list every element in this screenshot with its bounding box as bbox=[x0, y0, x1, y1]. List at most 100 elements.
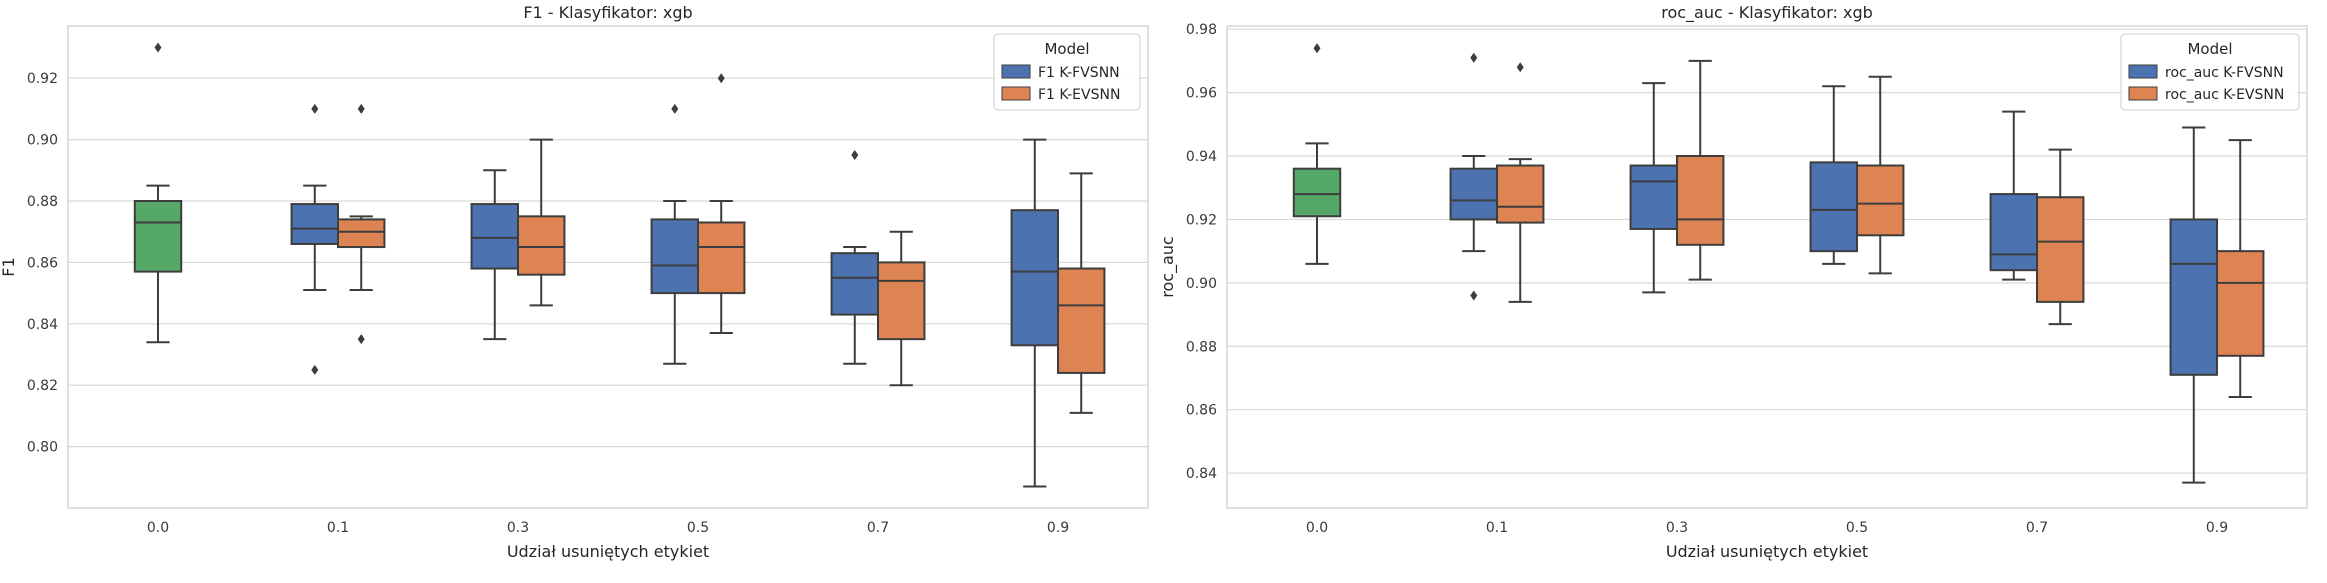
box-group bbox=[697, 73, 746, 335]
outlier-point bbox=[154, 42, 162, 53]
plot-area bbox=[67, 25, 1149, 509]
outlier-point bbox=[1470, 290, 1478, 301]
box-group bbox=[1292, 43, 1342, 265]
chart-panel-2: 0.84 0.86 0.88 0.90 0.92 0.94 0.96 0.98 0.0 0.1 0.… bbox=[1158, 3, 2308, 561]
outlier-point bbox=[851, 149, 859, 160]
x-tick-label: 0.3 bbox=[507, 520, 529, 536]
box-body bbox=[1629, 164, 1679, 230]
x-tick-label: 0.0 bbox=[1306, 520, 1328, 536]
box-group bbox=[2216, 139, 2265, 399]
box-group bbox=[2036, 148, 2085, 326]
outlier-point bbox=[311, 364, 319, 375]
legend-label: roc_auc K-FVSNN bbox=[2165, 65, 2284, 81]
legend-swatch bbox=[2128, 64, 2158, 79]
box-group bbox=[830, 149, 879, 365]
outlier-point bbox=[311, 103, 319, 114]
legend-label: F1 K-FVSNN bbox=[1038, 65, 1120, 81]
box-body bbox=[1989, 193, 2039, 272]
y-tick-label: 0.92 bbox=[27, 71, 58, 87]
box-group bbox=[650, 103, 699, 365]
x-tick-label: 0.9 bbox=[1047, 520, 1069, 536]
legend-frame bbox=[2120, 33, 2300, 111]
y-axis-label: roc_auc bbox=[1158, 236, 1178, 298]
outlier-point bbox=[1516, 62, 1524, 73]
x-tick-label: 0.1 bbox=[1486, 520, 1508, 536]
y-tick-label: 0.80 bbox=[27, 440, 58, 456]
legend-label: F1 K-EVSNN bbox=[1038, 87, 1120, 103]
x-tick-label: 0.1 bbox=[327, 520, 349, 536]
box-group bbox=[133, 42, 183, 344]
x-axis-label: Udział usuniętych etykiet bbox=[1666, 542, 1868, 561]
box-body bbox=[470, 203, 519, 270]
chart-panel-1: 0.80 0.82 0.84 0.86 0.88 0.90 0.92 0.0 0.1 0.3 0.5… bbox=[0, 3, 1149, 561]
box-group bbox=[1010, 138, 1059, 488]
box-body bbox=[1010, 209, 1059, 347]
y-tick-label: 0.96 bbox=[1186, 86, 1217, 102]
outlier-point bbox=[357, 334, 365, 345]
box-group bbox=[337, 103, 386, 345]
box-body bbox=[1449, 167, 1499, 221]
box-body bbox=[517, 215, 566, 276]
y-tick-label: 0.94 bbox=[1186, 149, 1217, 165]
box-group bbox=[1989, 110, 2039, 281]
legend-title: Model bbox=[1044, 40, 1089, 58]
legend-swatch bbox=[2128, 86, 2158, 101]
box-body bbox=[830, 252, 879, 316]
box-group bbox=[1676, 59, 1725, 281]
x-tick-label: 0.9 bbox=[2206, 520, 2228, 536]
box-group bbox=[1449, 52, 1499, 301]
y-axis-label: F1 bbox=[0, 257, 18, 276]
x-tick-label: 0.7 bbox=[2026, 520, 2048, 536]
box-body bbox=[1809, 161, 1859, 253]
x-tick-label: 0.5 bbox=[1846, 520, 1868, 536]
box-group bbox=[1809, 85, 1859, 265]
chart-title: F1 - Klasyfikator: xgb bbox=[523, 3, 692, 22]
box-group bbox=[290, 103, 339, 375]
outlier-point bbox=[1470, 52, 1478, 63]
box-body bbox=[1856, 164, 1905, 237]
box-body bbox=[2216, 250, 2265, 357]
box-group bbox=[1057, 172, 1106, 414]
outlier-point bbox=[717, 73, 725, 84]
y-tick-label: 0.86 bbox=[1186, 403, 1217, 419]
legend: Model roc_auc K-FVSNN roc_auc K-EVSNN bbox=[2120, 33, 2300, 111]
box-body bbox=[337, 218, 386, 249]
y-tick-label: 0.90 bbox=[27, 133, 58, 149]
box-body bbox=[1057, 267, 1106, 374]
box-body bbox=[877, 261, 926, 341]
legend-swatch bbox=[1001, 64, 1031, 79]
box-group bbox=[1496, 62, 1545, 303]
outlier-point bbox=[671, 103, 679, 114]
x-axis-label: Udział usuniętych etykiet bbox=[507, 542, 709, 561]
box-body bbox=[2169, 218, 2219, 376]
outlier-point bbox=[1313, 43, 1321, 54]
box-body bbox=[1496, 164, 1545, 224]
x-tick-label: 0.3 bbox=[1666, 520, 1688, 536]
box-body bbox=[1292, 167, 1342, 218]
y-tick-label: 0.92 bbox=[1186, 212, 1217, 228]
box-body bbox=[1676, 155, 1725, 246]
y-tick-label: 0.84 bbox=[1186, 466, 1217, 482]
box-body bbox=[650, 218, 699, 295]
box-body bbox=[133, 199, 183, 273]
box-group bbox=[470, 169, 519, 341]
x-tick-label: 0.7 bbox=[867, 520, 889, 536]
x-tick-label: 0.5 bbox=[687, 520, 709, 536]
box-group bbox=[877, 230, 926, 387]
box-body bbox=[697, 221, 746, 295]
x-tick-label: 0.0 bbox=[147, 520, 169, 536]
box-body bbox=[290, 203, 339, 245]
y-tick-label: 0.90 bbox=[1186, 276, 1217, 292]
legend: Model F1 K-FVSNN F1 K-EVSNN bbox=[993, 33, 1141, 111]
y-tick-label: 0.84 bbox=[27, 317, 58, 333]
box-group bbox=[1856, 75, 1905, 275]
legend-label: roc_auc K-EVSNN bbox=[2165, 87, 2284, 103]
y-tick-label: 0.88 bbox=[27, 194, 58, 210]
outlier-point bbox=[357, 103, 365, 114]
y-tick-label: 0.82 bbox=[27, 378, 58, 394]
box-body bbox=[2036, 196, 2085, 303]
chart-title: roc_auc - Klasyfikator: xgb bbox=[1661, 3, 1873, 23]
box-group bbox=[1629, 82, 1679, 294]
y-tick-label: 0.88 bbox=[1186, 339, 1217, 355]
